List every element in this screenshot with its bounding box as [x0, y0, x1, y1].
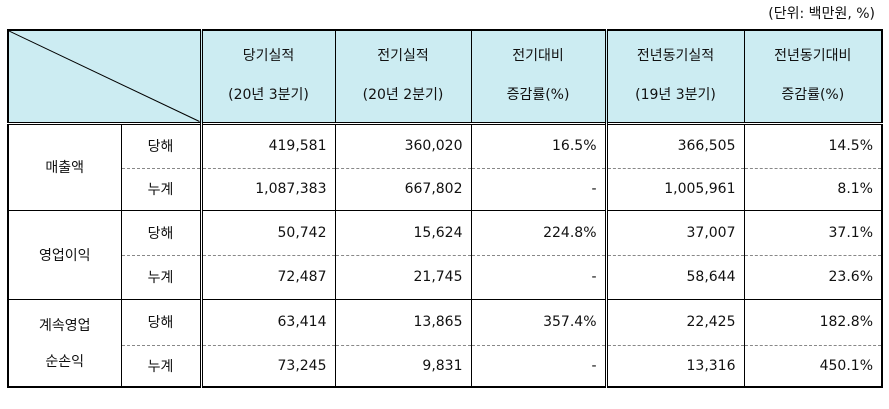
header-previous: 전기실적 (20년 2분기) — [335, 30, 472, 123]
group-label: 매출액 — [8, 123, 122, 211]
value-cell: 37.1% — [744, 210, 882, 256]
value-cell: 23.6% — [744, 255, 882, 300]
value-cell: 667,802 — [335, 168, 472, 211]
row-sub-label: 당해 — [121, 123, 203, 169]
table-row: 누계 73,245 9,831-13,316 450.1% — [8, 345, 882, 388]
table-row: 영업이익 당해 50,742 15,624 224.8% 37,007 37.1% — [8, 210, 882, 300]
value-cell: 8.1% — [744, 168, 882, 211]
value-cell: 15,624 — [335, 210, 472, 256]
unit-note: (단위: 백만원, %) — [768, 6, 875, 22]
table-row: 계속영업 순손익 당해 63,414 13,865 357.4% 22,425 182.8% — [8, 299, 882, 388]
header-current: 당기실적 (20년 3분기) — [201, 30, 336, 123]
financial-table: 당기실적 (20년 3분기) 전기실적 (20년 2분기) 전기대비 증감률(%) 전… — [7, 29, 883, 388]
header-yoy: 전년동기대비 증감률(%) — [744, 30, 882, 123]
table-row: 누계 1,087,383 667,802-1,005,961 8.1% — [8, 168, 882, 211]
header-corner — [8, 30, 203, 123]
value-cell: 224.8% — [471, 210, 608, 256]
value-cell: 9,831 — [335, 345, 472, 388]
value-cell: 1,005,961 — [606, 168, 745, 211]
group-label-line: 순손익 — [45, 353, 85, 370]
value-cell: 21,745 — [335, 255, 472, 300]
row-sub-label: 당해 — [121, 299, 203, 346]
value-cell: - — [471, 168, 608, 211]
value-cell: 22,425 — [606, 299, 745, 346]
value-cell: 13,316 — [606, 345, 745, 388]
row-sub-label: 당해 — [121, 210, 203, 256]
group-label-line: 영업이익 — [38, 247, 91, 264]
group-label-line: 매출액 — [45, 160, 85, 176]
group-label-line: 계속영업 — [38, 317, 91, 334]
value-cell: 37,007 — [606, 210, 745, 256]
header-last-year: 전년동기실적 (19년 3분기) — [606, 30, 745, 123]
value-cell: 58,644 — [606, 255, 745, 300]
value-cell: 73,245 — [201, 345, 336, 388]
value-cell: 13,865 — [335, 299, 472, 346]
value-cell: 360,020 — [335, 123, 472, 169]
value-cell: 16.5% — [471, 123, 608, 169]
table-row: 누계 72,487 21,745-58,644 23.6% — [8, 255, 882, 300]
row-sub-label: 누계 — [121, 255, 203, 300]
value-cell: - — [471, 345, 608, 388]
group-label: 영업이익 — [8, 210, 122, 300]
value-cell: 182.8% — [744, 299, 882, 346]
header-qoq: 전기대비 증감률(%) — [471, 30, 608, 123]
value-cell: 357.4% — [471, 299, 608, 346]
value-cell: 14.5% — [744, 123, 882, 169]
value-cell: 419,581 — [201, 123, 336, 169]
row-sub-label: 누계 — [121, 345, 203, 388]
value-cell: 366,505 — [606, 123, 745, 169]
value-cell: 63,414 — [201, 299, 336, 346]
value-cell: 72,487 — [201, 255, 336, 300]
table-row: 매출액 당해 419,581 360,020 16.5% 366,505 14.5% — [8, 123, 882, 211]
value-cell: 450.1% — [744, 345, 882, 388]
value-cell: 50,742 — [201, 210, 336, 256]
row-sub-label: 누계 — [121, 168, 203, 211]
value-cell: - — [471, 255, 608, 300]
value-cell: 1,087,383 — [201, 168, 336, 211]
